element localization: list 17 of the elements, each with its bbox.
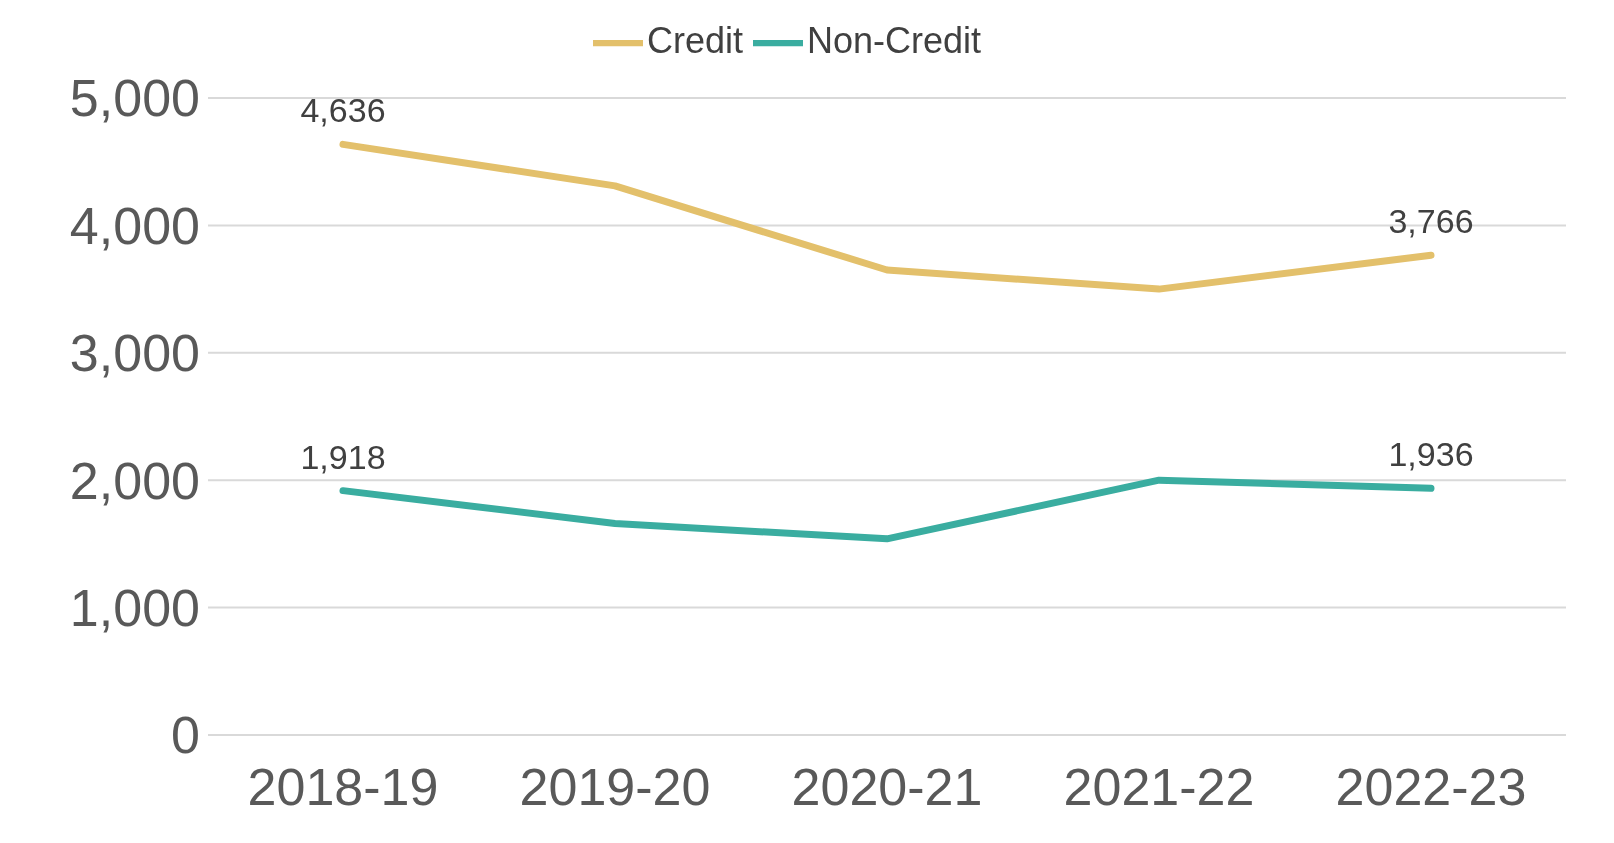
data-label: 1,936: [1388, 435, 1474, 474]
x-tick-label: 2018-19: [247, 757, 439, 816]
y-tick-label: 3,000: [69, 324, 200, 383]
y-tick-label: 4,000: [69, 196, 200, 255]
data-label: 4,636: [300, 91, 386, 130]
x-tick-label: 2020-21: [791, 757, 983, 816]
x-tick-label: 2021-22: [1063, 757, 1255, 816]
y-tick-label: 1,000: [69, 579, 200, 638]
y-tick-label: 2,000: [69, 451, 200, 510]
x-tick-label: 2019-20: [519, 757, 711, 816]
legend-label: Non-Credit: [806, 19, 982, 61]
y-tick-label: 0: [171, 706, 200, 765]
legend-label: Credit: [646, 19, 743, 61]
x-tick-label: 2022-23: [1335, 757, 1527, 816]
data-label: 1,918: [300, 437, 386, 476]
data-label: 3,766: [1388, 202, 1474, 241]
y-tick-label: 5,000: [69, 69, 200, 128]
